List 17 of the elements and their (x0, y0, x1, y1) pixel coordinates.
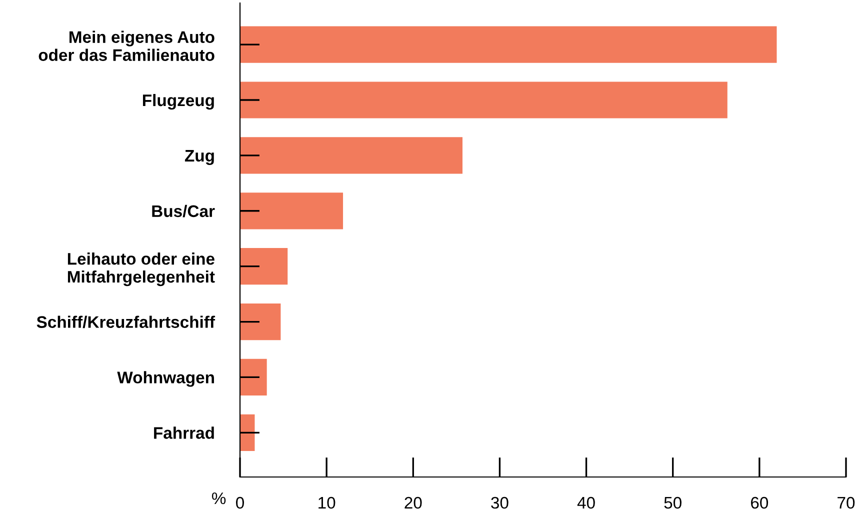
x-tick-label: 10 (318, 496, 336, 509)
y-tick-label: Mein eigenes Auto oder das Familienauto (38, 30, 214, 61)
y-tick-label: Leihauto oder eine Mitfahrgelegenheit (68, 252, 215, 286)
x-tick-label: 70 (838, 496, 855, 509)
x-axis-title: % (212, 492, 226, 504)
x-tick-label: 40 (577, 496, 595, 509)
y-tick-label: Bus/Car (152, 204, 215, 218)
x-tick-label: 50 (664, 496, 682, 509)
x-tick-label: 60 (751, 496, 768, 509)
y-tick-label: Wohnwagen (117, 371, 214, 387)
y-tick-label: Fahrrad (154, 426, 214, 439)
y-tick-label: Flugzeug (142, 94, 214, 110)
y-tick-label: Zug (184, 150, 214, 165)
x-tick-label: 0 (236, 496, 244, 509)
y-tick-label: Schiff/Kreuzfahrtschiff (36, 316, 216, 328)
x-tick-label: 20 (404, 496, 422, 509)
x-tick-label: 30 (491, 496, 508, 509)
